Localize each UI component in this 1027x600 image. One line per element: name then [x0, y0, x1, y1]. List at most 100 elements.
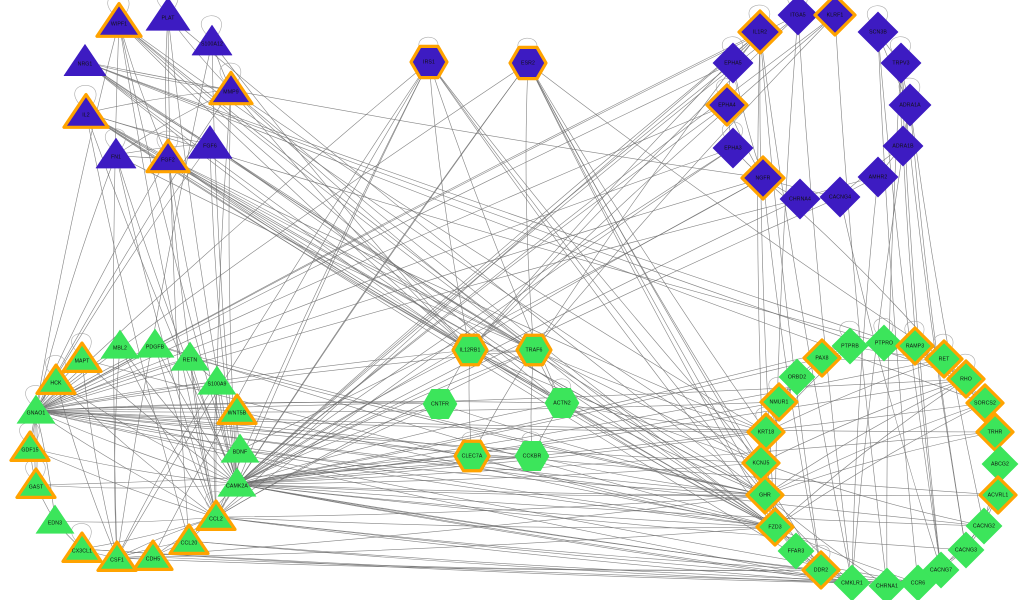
node-shape-diamond[interactable]	[755, 507, 795, 547]
node-shape-triangle[interactable]	[217, 467, 257, 497]
graph-edge	[167, 157, 238, 485]
graph-edge	[428, 61, 776, 528]
graph-edge	[236, 147, 734, 485]
node-shape-triangle[interactable]	[191, 24, 233, 56]
node-shape-diamond[interactable]	[857, 156, 899, 198]
node-shape-diamond[interactable]	[712, 42, 754, 84]
node-shape-diamond[interactable]	[813, 0, 857, 37]
graph-edge	[84, 61, 535, 351]
node-shape-triangle[interactable]	[195, 499, 237, 531]
graph-edge	[29, 447, 217, 518]
node-shape-triangle[interactable]	[220, 433, 260, 463]
node-shape-triangle[interactable]	[145, 0, 191, 31]
node-shape-diamond[interactable]	[831, 327, 869, 365]
graph-node-irs1[interactable]: IRS1	[409, 44, 449, 80]
node-shape-triangle[interactable]	[208, 70, 254, 106]
graph-node-traf6[interactable]: TRAF6	[515, 333, 553, 367]
node-shape-diamond[interactable]	[819, 176, 861, 218]
node-shape-diamond[interactable]	[865, 324, 903, 362]
graph-edge	[236, 378, 967, 485]
node-shape-diamond[interactable]	[705, 83, 749, 127]
node-shape-diamond[interactable]	[740, 155, 786, 201]
node-shape-triangle[interactable]	[35, 363, 77, 395]
node-shape-triangle[interactable]	[95, 137, 137, 169]
graph-edge	[236, 483, 967, 551]
graph-edge	[236, 14, 836, 485]
node-shape-diamond[interactable]	[965, 383, 1005, 423]
graph-edge	[119, 345, 238, 485]
node-shape-triangle[interactable]	[15, 467, 57, 499]
node-shape-diamond[interactable]	[712, 127, 754, 169]
node-shape-diamond[interactable]	[801, 550, 841, 590]
node-shape-diamond[interactable]	[899, 564, 937, 600]
node-shape-diamond[interactable]	[924, 339, 964, 379]
node-shape-triangle[interactable]	[16, 394, 56, 424]
node-shape-diamond[interactable]	[802, 338, 842, 378]
graph-edge	[188, 540, 853, 584]
node-shape-hexagon[interactable]	[409, 44, 449, 80]
node-shape-diamond[interactable]	[833, 564, 871, 600]
node-shape-diamond[interactable]	[868, 567, 906, 600]
node-shape-triangle[interactable]	[197, 365, 237, 395]
node-shape-diamond[interactable]	[965, 507, 1003, 545]
node-shape-diamond[interactable]	[895, 326, 935, 366]
node-shape-hexagon[interactable]	[451, 333, 489, 367]
graph-edge	[839, 196, 942, 571]
node-shape-diamond[interactable]	[947, 531, 985, 569]
node-shape-triangle[interactable]	[100, 329, 140, 359]
node-shape-triangle[interactable]	[95, 1, 143, 38]
graph-edge	[35, 407, 238, 412]
node-shape-triangle[interactable]	[216, 393, 258, 425]
graph-edge	[909, 104, 967, 551]
node-shape-triangle[interactable]	[187, 125, 233, 159]
node-shape-diamond[interactable]	[777, 532, 815, 570]
node-shape-diamond[interactable]	[978, 475, 1018, 515]
node-shape-diamond[interactable]	[759, 382, 799, 422]
node-shape-triangle[interactable]	[35, 504, 75, 534]
node-shape-diamond[interactable]	[745, 475, 785, 515]
graph-edge	[900, 62, 967, 551]
node-shape-triangle[interactable]	[9, 430, 51, 462]
graph-node-clec7a[interactable]: CLEC7A	[453, 439, 491, 473]
graph-edge	[81, 358, 776, 528]
node-shape-triangle[interactable]	[96, 540, 138, 572]
node-shape-diamond[interactable]	[779, 178, 821, 220]
node-shape-hexagon[interactable]	[514, 440, 550, 472]
node-shape-hexagon[interactable]	[544, 387, 580, 419]
node-shape-diamond[interactable]	[777, 0, 819, 36]
node-shape-triangle[interactable]	[62, 92, 110, 129]
node-shape-triangle[interactable]	[145, 138, 191, 174]
graph-edge	[152, 526, 776, 558]
node-shape-hexagon[interactable]	[453, 439, 491, 473]
node-shape-diamond[interactable]	[737, 9, 783, 55]
node-shape-hexagon[interactable]	[508, 45, 548, 81]
graph-edge	[764, 378, 967, 496]
node-shape-triangle[interactable]	[132, 539, 174, 571]
node-shape-diamond[interactable]	[975, 412, 1015, 452]
node-shape-triangle[interactable]	[61, 531, 103, 563]
node-shape-triangle[interactable]	[135, 328, 175, 358]
graph-edge	[239, 449, 766, 496]
graph-node-il12rb1[interactable]: IL12RB1	[451, 333, 489, 367]
node-shape-diamond[interactable]	[888, 83, 932, 127]
graph-node-esr2[interactable]: ESR2	[508, 45, 548, 81]
node-shape-hexagon[interactable]	[515, 333, 553, 367]
graph-edge	[35, 410, 985, 527]
graph-edge	[55, 380, 217, 518]
node-shape-triangle[interactable]	[168, 523, 210, 555]
node-shape-diamond[interactable]	[778, 358, 816, 396]
node-shape-diamond[interactable]	[946, 359, 986, 399]
node-shape-diamond[interactable]	[880, 42, 922, 84]
node-shape-diamond[interactable]	[882, 125, 924, 167]
graph-edge	[167, 15, 766, 496]
node-shape-triangle[interactable]	[63, 44, 107, 76]
graph-edge	[85, 89, 232, 114]
node-shape-triangle[interactable]	[61, 341, 103, 373]
node-shape-hexagon[interactable]	[422, 388, 458, 420]
graph-edge	[236, 345, 851, 485]
graph-edge	[116, 41, 213, 559]
node-shape-diamond[interactable]	[857, 11, 899, 53]
node-shape-triangle[interactable]	[170, 341, 210, 371]
